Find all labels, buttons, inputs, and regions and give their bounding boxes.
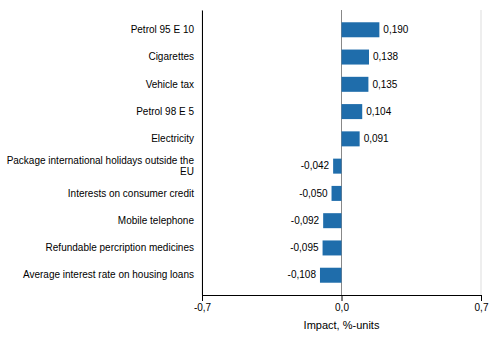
grid-line: [481, 10, 482, 295]
y-tick-label: Average interest rate on housing loans: [23, 269, 194, 280]
bar: [332, 186, 342, 201]
data-label: 0,138: [373, 51, 398, 62]
y-tick-label: Package international holidays outside t…: [7, 155, 195, 177]
data-label: -0,050: [299, 188, 328, 199]
x-tick: 0,7: [475, 295, 489, 313]
bar: [342, 50, 370, 65]
y-tick-label: Petrol 95 E 10: [131, 24, 195, 35]
y-tick-label: Cigarettes: [148, 51, 194, 62]
bars: [320, 22, 379, 282]
y-tick: Petrol 95 E 10: [131, 24, 195, 35]
y-tick: Refundable percription medicines: [46, 242, 194, 253]
y-tick: Cigarettes: [148, 51, 194, 62]
y-tick-label: Petrol 98 E 5: [136, 106, 194, 117]
y-tick-label: Mobile telephone: [118, 215, 195, 226]
data-labels: -0,108 -0,095 -0,092 -0,050 -0,042 0,091 0,104…: [288, 24, 409, 280]
y-tick-label: Interests on consumer credit: [68, 188, 194, 199]
x-tick: -0,7: [194, 295, 212, 313]
data-label: -0,092: [291, 215, 320, 226]
grid: [202, 10, 481, 295]
data-label: -0,108: [288, 269, 317, 280]
x-axis: -0,7 0,0 0,7: [194, 295, 489, 313]
bar: [342, 104, 363, 119]
x-tick-mark: [481, 295, 482, 301]
y-tick-label-line: EU: [180, 166, 194, 177]
y-tick-label: Refundable percription medicines: [46, 242, 194, 253]
y-tick: Interests on consumer credit: [68, 188, 194, 199]
x-tick: 0,0: [335, 295, 349, 313]
y-tick: Package international holidays outside t…: [7, 155, 195, 177]
x-axis-line: [203, 296, 482, 302]
bar: [323, 240, 342, 255]
bar: [342, 131, 360, 146]
data-label: -0,095: [290, 242, 319, 253]
x-tick-label: -0,7: [194, 302, 212, 313]
y-tick: Mobile telephone: [118, 215, 195, 226]
x-tick-mark: [202, 295, 203, 301]
data-label: -0,042: [301, 160, 330, 171]
x-axis-title: Impact, %-units: [304, 319, 380, 331]
y-tick: Electricity: [151, 133, 194, 144]
grid-line: [202, 10, 203, 295]
y-tick-label-line: Package international holidays outside t…: [7, 155, 195, 166]
bar: [320, 268, 342, 283]
data-label: 0,104: [366, 106, 391, 117]
y-tick: Vehicle tax: [146, 79, 194, 90]
y-tick-label: Vehicle tax: [146, 79, 194, 90]
bar: [342, 22, 380, 37]
x-tick-label: 0,0: [335, 302, 349, 313]
y-tick-label: Electricity: [151, 133, 194, 144]
data-label: 0,190: [383, 24, 408, 35]
bar: [342, 77, 369, 92]
bar: [323, 213, 341, 228]
data-label: 0,091: [364, 133, 389, 144]
chart: -0,7 0,0 0,7 Average interest rate on housi…: [0, 0, 499, 337]
plot: -0,7 0,0 0,7 Average interest rate on housi…: [7, 10, 489, 313]
y-tick: Petrol 98 E 5: [136, 106, 194, 117]
data-label: 0,135: [372, 79, 397, 90]
y-axis-line: [202, 11, 203, 296]
y-axis: Average interest rate on housing loans Re…: [7, 11, 203, 296]
x-tick-mark: [342, 295, 343, 301]
x-tick-label: 0,7: [475, 302, 489, 313]
y-tick: Average interest rate on housing loans: [23, 269, 194, 280]
bar: [333, 159, 341, 174]
